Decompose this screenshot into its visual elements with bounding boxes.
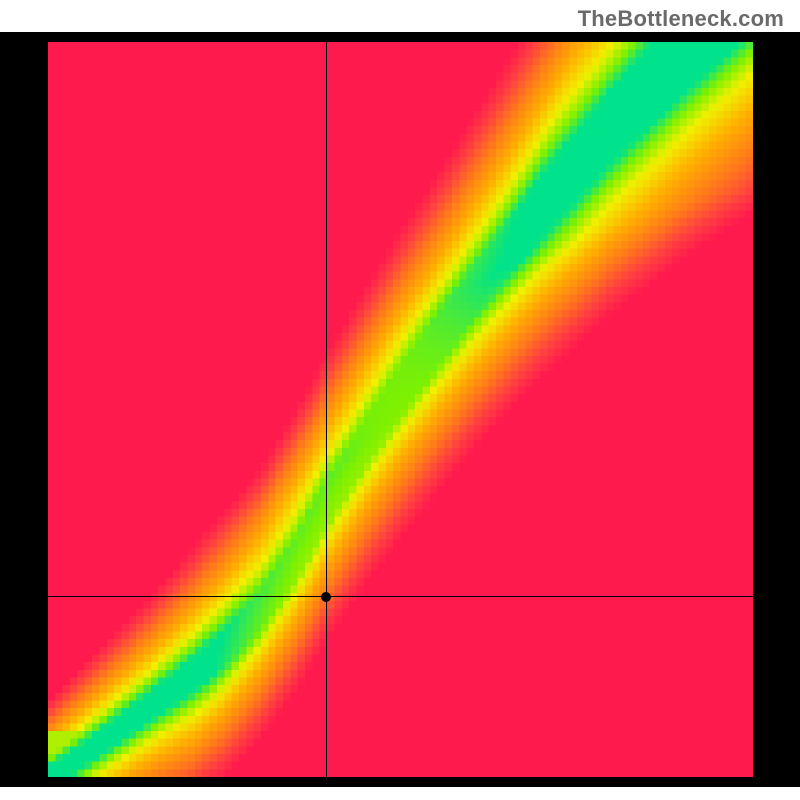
watermark-text: TheBottleneck.com xyxy=(578,6,784,32)
crosshair-vertical xyxy=(326,42,327,777)
figure-container: TheBottleneck.com xyxy=(0,0,800,800)
crosshair-horizontal xyxy=(48,596,753,597)
crosshair-marker xyxy=(321,592,331,602)
bottleneck-heatmap xyxy=(48,42,753,777)
